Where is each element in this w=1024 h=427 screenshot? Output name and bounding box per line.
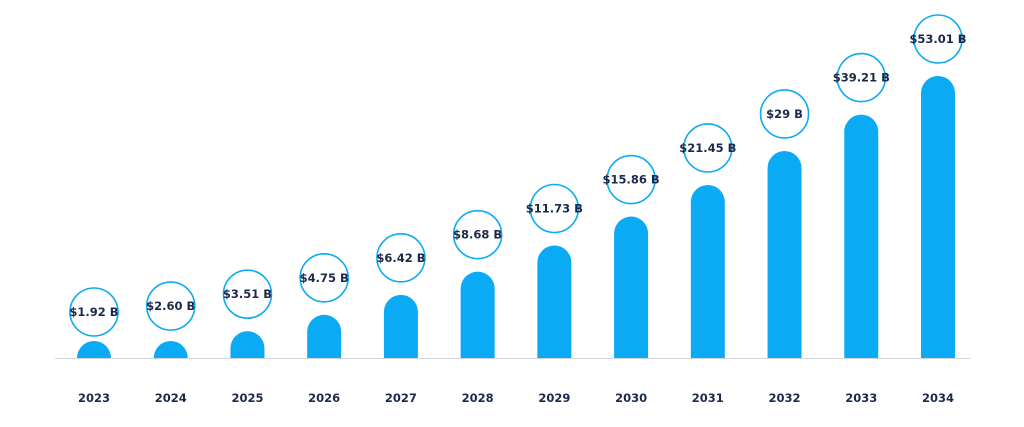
x-tick-label-2032: 2032 bbox=[769, 391, 801, 405]
x-tick-label-2034: 2034 bbox=[922, 391, 954, 405]
value-bubble-2023 bbox=[69, 287, 119, 337]
data-label-2034: $53.01 B bbox=[909, 32, 966, 46]
x-tick-labels-group: 2023 2024 2025 2026 2027 2028 2029 2030 2031 2032… bbox=[78, 391, 954, 405]
bar-2029 bbox=[537, 245, 572, 358]
bar-2028 bbox=[460, 271, 495, 358]
data-label-2023: $1.92 B bbox=[69, 305, 118, 319]
x-tick-label-2025: 2025 bbox=[231, 391, 263, 405]
value-bubble-2032 bbox=[759, 89, 810, 139]
data-label-2033: $39.21 B bbox=[833, 71, 890, 85]
value-bubble-2026 bbox=[299, 253, 349, 303]
bar-2031 bbox=[690, 184, 725, 358]
x-tick-label-2033: 2033 bbox=[845, 391, 877, 405]
data-label-2026: $4.75 B bbox=[300, 271, 349, 285]
value-bubble-2028 bbox=[452, 209, 503, 260]
bar-2030 bbox=[614, 216, 649, 358]
data-label-2027: $6.42 B bbox=[376, 251, 425, 265]
x-tick-label-2024: 2024 bbox=[155, 391, 187, 405]
data-label-2028: $8.68 B bbox=[453, 228, 502, 242]
data-label-2029: $11.73 B bbox=[526, 201, 583, 215]
x-tick-label-2030: 2030 bbox=[615, 391, 647, 405]
bar-2025 bbox=[230, 331, 265, 358]
bar-2024 bbox=[153, 341, 188, 358]
bar-2026 bbox=[307, 314, 342, 358]
x-tick-label-2029: 2029 bbox=[538, 391, 570, 405]
bars-group bbox=[77, 76, 955, 358]
bar-2033 bbox=[844, 114, 879, 358]
value-bubble-2033 bbox=[836, 52, 887, 103]
bar-2032 bbox=[767, 150, 802, 358]
data-label-2024: $2.60 B bbox=[146, 299, 195, 313]
value-bubble-2025 bbox=[222, 269, 273, 319]
value-bubble-2027 bbox=[376, 233, 426, 283]
x-tick-label-2026: 2026 bbox=[308, 391, 340, 405]
value-bubble-2034 bbox=[913, 14, 963, 64]
bar-2023 bbox=[77, 341, 111, 358]
x-tick-label-2031: 2031 bbox=[692, 391, 724, 405]
data-label-2030: $15.86 B bbox=[603, 173, 660, 187]
bar-2027 bbox=[383, 294, 418, 358]
data-label-2031: $21.45 B bbox=[679, 141, 736, 155]
value-bubble-2030 bbox=[606, 154, 656, 205]
value-bubble-2031 bbox=[683, 123, 733, 173]
x-tick-label-2023: 2023 bbox=[78, 391, 110, 405]
data-label-2025: $3.51 B bbox=[223, 287, 272, 301]
x-tick-label-2028: 2028 bbox=[462, 391, 494, 405]
value-labels-group: $1.92 B $2.60 B $3.51 B $4.75 B $6.42 B $8.68… bbox=[69, 14, 967, 337]
bar-2034 bbox=[921, 76, 955, 358]
value-bubble-2029 bbox=[529, 183, 580, 234]
data-label-2032: $29 B bbox=[766, 107, 803, 121]
value-bubble-2024 bbox=[145, 281, 196, 331]
x-tick-label-2027: 2027 bbox=[385, 391, 417, 405]
